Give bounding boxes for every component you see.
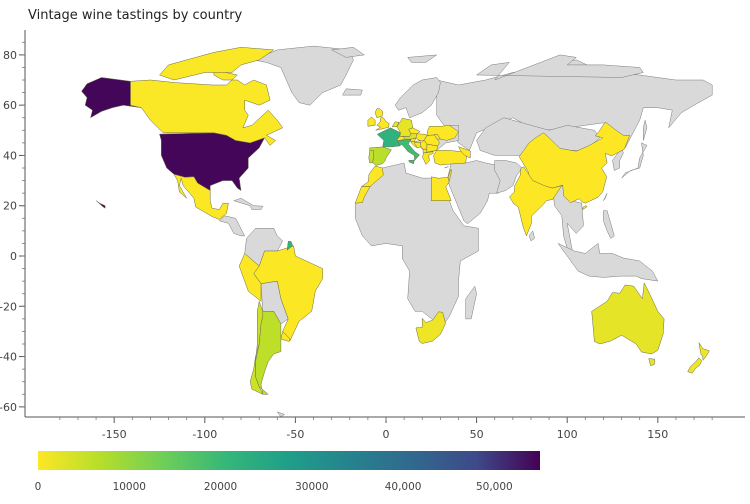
colorbar-tick-label: 30000 [295, 481, 328, 493]
country-philippines-nodata [603, 210, 615, 239]
land-layer [81, 45, 713, 417]
country-uruguay [280, 330, 291, 342]
country-hawaii [95, 200, 106, 209]
country-alaska [81, 77, 142, 119]
country-canadian-arctic-islands [159, 47, 275, 81]
colorbar-tick-label: 0 [35, 481, 42, 493]
country-crete-cyprus [444, 166, 449, 169]
country-africa-nodata [354, 162, 479, 322]
y-tick-label: 0 [10, 250, 17, 263]
country-new-zealand-south [687, 357, 703, 374]
country-arctic-islands-nodata [475, 54, 644, 81]
country-middle-east-nodata [447, 160, 506, 225]
country-peru [238, 253, 262, 302]
country-ukraine [426, 125, 459, 141]
country-brazil [253, 245, 323, 342]
country-sri-lanka-nodata [528, 230, 535, 242]
y-tick-label: 80 [3, 49, 17, 62]
colorbar-gradient [38, 451, 540, 470]
y-tick-label: -40 [0, 351, 17, 364]
y-tick-label: 60 [3, 99, 17, 112]
country-ireland [367, 116, 376, 127]
x-tick-label: 100 [557, 428, 578, 441]
country-new-zealand-north [698, 342, 710, 361]
country-sakhalin-nodata [643, 120, 648, 141]
country-portugal [368, 150, 374, 164]
country-morocco [360, 165, 384, 187]
country-greece [421, 151, 434, 165]
country-india [509, 166, 563, 237]
y-tick-label: 40 [3, 149, 17, 162]
country-sicily-sardinia [408, 159, 415, 165]
colorbar: 0 10000 20000 30000 40,000 50,000 [35, 451, 540, 493]
country-madagascar-nodata [465, 285, 477, 320]
country-iceland-nodata [342, 88, 363, 96]
country-canada [130, 69, 284, 146]
country-china [518, 121, 631, 204]
x-tick-label: -50 [286, 428, 304, 441]
colorbar-tick-label: 40,000 [385, 481, 422, 493]
country-australia [591, 282, 665, 355]
y-tick-label: -60 [0, 401, 17, 414]
country-italy [397, 138, 420, 162]
country-greenland-nodata [252, 45, 354, 106]
country-western-sahara [354, 186, 371, 204]
country-england [375, 117, 390, 131]
country-hainan [582, 205, 588, 210]
country-czech-republic [408, 127, 421, 135]
country-scandinavia-nodata [394, 77, 441, 119]
country-russia-nodata [436, 59, 713, 151]
country-bulgaria [426, 143, 438, 153]
country-south-africa [415, 311, 446, 344]
colorbar-tick-label: 20000 [204, 481, 237, 493]
colorbar-tick-label: 50,000 [476, 481, 513, 493]
country-georgia-armenia [457, 146, 471, 159]
country-netherlands [391, 121, 400, 128]
x-tick-label: -150 [102, 428, 127, 441]
colorbar-tick-label: 10000 [113, 481, 146, 493]
country-french-guiana [286, 241, 294, 251]
country-japan-nodata [621, 142, 648, 179]
axes: -150 -100 -50 0 50 100 150 80 60 40 20 0 -20 -40 -60 [0, 30, 745, 441]
country-caribbean-nodata [232, 197, 264, 210]
country-bosnia [414, 142, 422, 149]
x-tick-label: -100 [192, 428, 217, 441]
y-tick-label: 20 [3, 200, 17, 213]
x-tick-label: 50 [470, 428, 484, 441]
country-central-asia-nodata [494, 160, 523, 194]
country-egypt [431, 176, 452, 201]
country-taiwan-nodata [603, 193, 608, 201]
country-scotland [374, 108, 383, 119]
country-greenland-ne-nodata [330, 47, 365, 58]
country-argentina [255, 311, 282, 395]
country-mexico [173, 173, 229, 220]
country-svalbard-nodata [407, 54, 438, 63]
y-tick-label: -20 [0, 300, 17, 313]
country-central-america-grey-nodata [218, 215, 246, 237]
x-tick-label: 150 [647, 428, 668, 441]
chart-title: Vintage wine tastings by country [28, 8, 243, 23]
country-macedonia [422, 148, 428, 154]
country-turkey [433, 150, 467, 166]
country-indonesia-nodata [557, 242, 659, 282]
country-tasmania [648, 358, 655, 366]
x-tick-label: 0 [383, 428, 390, 441]
country-antarctic-tip-nodata [276, 411, 286, 417]
